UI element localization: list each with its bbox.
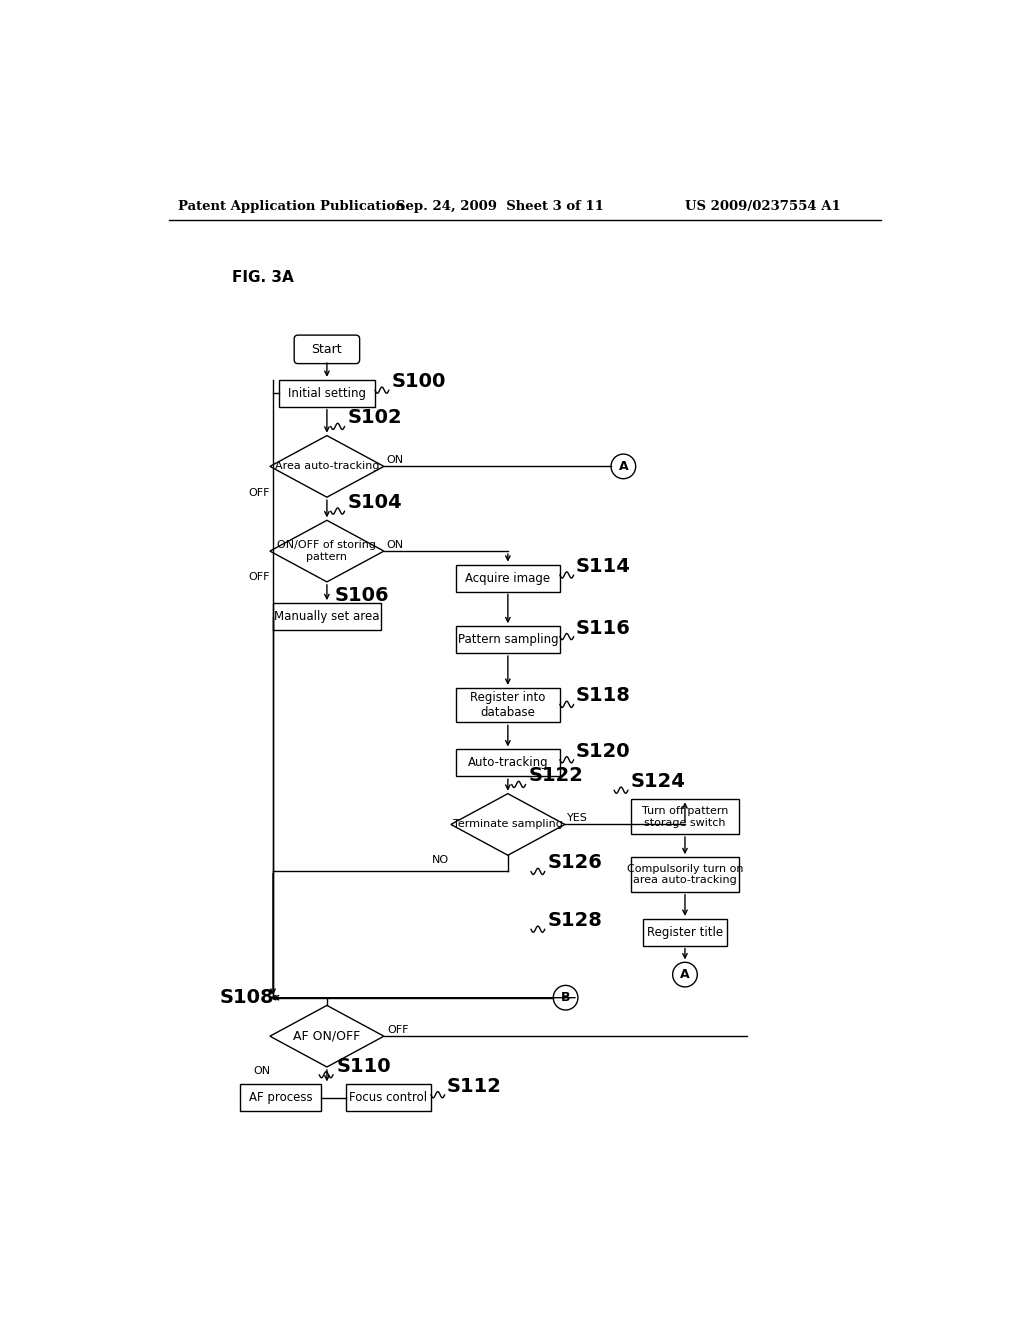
Text: OFF: OFF [387, 1026, 409, 1035]
FancyBboxPatch shape [241, 1084, 322, 1111]
Circle shape [673, 962, 697, 987]
Text: ON: ON [253, 1065, 270, 1076]
Text: Turn off pattern
storage switch: Turn off pattern storage switch [642, 807, 728, 828]
Text: S116: S116 [577, 619, 631, 638]
Text: A: A [680, 968, 690, 981]
FancyBboxPatch shape [643, 919, 727, 945]
Text: Compulsorily turn on
area auto-tracking: Compulsorily turn on area auto-tracking [627, 863, 743, 886]
FancyBboxPatch shape [273, 603, 381, 630]
Text: Terminate sampling: Terminate sampling [453, 820, 563, 829]
Text: Auto-tracking: Auto-tracking [468, 756, 548, 770]
FancyBboxPatch shape [346, 1084, 431, 1111]
Text: S110: S110 [336, 1057, 391, 1077]
Text: S104: S104 [348, 494, 402, 512]
Circle shape [611, 454, 636, 479]
Text: S114: S114 [577, 557, 631, 576]
Text: S118: S118 [577, 686, 631, 705]
Text: Acquire image: Acquire image [465, 572, 551, 585]
Text: S124: S124 [631, 772, 686, 791]
Text: NO: NO [432, 855, 449, 865]
FancyBboxPatch shape [631, 857, 739, 892]
Polygon shape [270, 436, 384, 498]
Text: B: B [561, 991, 570, 1005]
Text: Area auto-tracking: Area auto-tracking [274, 462, 379, 471]
Text: S120: S120 [577, 742, 631, 760]
Text: Register into
database: Register into database [470, 692, 546, 719]
Text: Initial setting: Initial setting [288, 387, 366, 400]
FancyBboxPatch shape [456, 750, 560, 776]
Text: Sep. 24, 2009  Sheet 3 of 11: Sep. 24, 2009 Sheet 3 of 11 [396, 199, 604, 213]
Text: S128: S128 [548, 911, 603, 931]
Text: AF process: AF process [249, 1092, 312, 1105]
Text: YES: YES [567, 813, 588, 824]
Text: US 2009/0237554 A1: US 2009/0237554 A1 [685, 199, 841, 213]
Text: ON: ON [386, 540, 403, 550]
FancyBboxPatch shape [631, 800, 739, 834]
Text: Register title: Register title [647, 925, 723, 939]
Text: FIG. 3A: FIG. 3A [232, 271, 294, 285]
Polygon shape [270, 520, 384, 582]
Text: Focus control: Focus control [349, 1092, 428, 1105]
FancyBboxPatch shape [279, 380, 375, 407]
Text: ON: ON [386, 455, 403, 465]
Text: S126: S126 [548, 854, 603, 873]
Text: ON/OFF of storing
pattern: ON/OFF of storing pattern [278, 540, 377, 562]
FancyBboxPatch shape [456, 626, 560, 653]
Text: S122: S122 [528, 767, 584, 785]
Text: Patent Application Publication: Patent Application Publication [178, 199, 406, 213]
FancyBboxPatch shape [456, 688, 560, 722]
FancyBboxPatch shape [294, 335, 359, 363]
Polygon shape [270, 1006, 384, 1067]
Text: AF ON/OFF: AF ON/OFF [293, 1030, 360, 1043]
Text: S106: S106 [335, 586, 389, 605]
Text: A: A [618, 459, 628, 473]
Polygon shape [451, 793, 565, 855]
Text: Manually set area: Manually set area [274, 610, 380, 623]
Text: OFF: OFF [249, 573, 270, 582]
Text: S108: S108 [220, 989, 274, 1007]
Circle shape [553, 985, 578, 1010]
Text: Pattern sampling: Pattern sampling [458, 634, 558, 647]
Text: OFF: OFF [249, 487, 270, 498]
Text: S102: S102 [348, 408, 402, 428]
Text: S112: S112 [447, 1077, 502, 1096]
Text: Start: Start [311, 343, 342, 356]
Text: S100: S100 [391, 372, 445, 391]
FancyBboxPatch shape [456, 565, 560, 591]
